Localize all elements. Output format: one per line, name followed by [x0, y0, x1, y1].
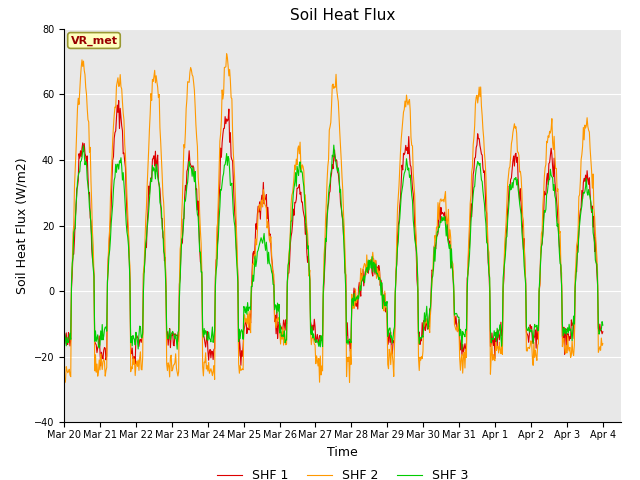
SHF 3 — [415, 341, 423, 347]
SHF 1 — [599, 329, 607, 335]
SHF 2 — [61, 380, 68, 385]
Line: SHF 3: SHF 3 — [64, 145, 603, 349]
SHF 3 — [599, 322, 607, 328]
SHF 2 — [223, 51, 230, 57]
SHF 2 — [70, 183, 78, 189]
SHF 1 — [182, 182, 189, 188]
SHF 3 — [180, 215, 188, 220]
Line: SHF 1: SHF 1 — [64, 101, 603, 366]
SHF 2 — [60, 367, 68, 372]
SHF 3 — [70, 229, 77, 235]
SHF 3 — [209, 324, 216, 330]
X-axis label: Time: Time — [327, 445, 358, 458]
SHF 2 — [181, 145, 189, 151]
SHF 1 — [127, 348, 134, 354]
SHF 3 — [125, 257, 133, 263]
SHF 1 — [210, 347, 218, 353]
SHF 3 — [399, 175, 407, 181]
Y-axis label: Soil Heat Flux (W/m2): Soil Heat Flux (W/m2) — [15, 157, 28, 294]
SHF 2 — [126, 263, 134, 269]
SHF 1 — [97, 363, 104, 369]
SHF 2 — [209, 369, 217, 374]
Line: SHF 2: SHF 2 — [64, 54, 603, 383]
SHF 1 — [401, 152, 408, 157]
SHF 3 — [458, 347, 466, 352]
SHF 1 — [70, 252, 77, 257]
Legend: SHF 1, SHF 2, SHF 3: SHF 1, SHF 2, SHF 3 — [212, 464, 473, 480]
SHF 3 — [330, 142, 338, 148]
SHF 3 — [60, 333, 68, 339]
SHF 2 — [401, 107, 408, 112]
SHF 1 — [416, 342, 424, 348]
SHF 2 — [416, 354, 424, 360]
Text: VR_met: VR_met — [70, 36, 118, 46]
Title: Soil Heat Flux: Soil Heat Flux — [290, 9, 395, 24]
SHF 1 — [60, 337, 68, 343]
SHF 1 — [115, 98, 122, 104]
SHF 2 — [599, 341, 607, 347]
